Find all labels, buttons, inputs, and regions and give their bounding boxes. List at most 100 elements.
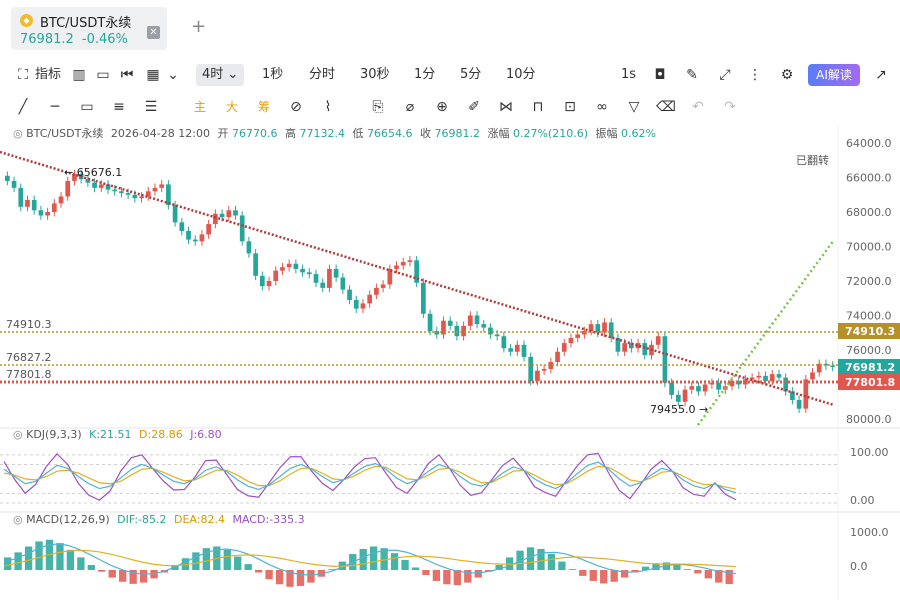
timeframe-selector[interactable]: 4时 ⌄ [196,64,245,86]
price-tag [838,374,900,390]
plus-icon[interactable]: + [191,16,207,37]
macd-histogram-bar [244,564,252,570]
price-tick-label: 74000.0 [846,310,892,323]
uptrend-line [696,239,836,426]
candle-body [662,336,668,383]
candle-body [595,324,601,333]
macd-histogram-bar [380,548,388,570]
candle-body [608,322,614,338]
eye-icon[interactable]: ◎ [13,428,23,441]
kdj-d-line [3,465,737,490]
macd-histogram-bar [411,567,420,570]
candle-body [98,184,104,188]
candle-body [421,282,426,314]
candle-body [521,344,527,357]
parallel-channel-icon[interactable]: ≡ [113,99,125,115]
more-icon[interactable]: ⋮ [748,67,762,83]
timeframe-tick[interactable]: 分时 [309,67,336,82]
timeframe-1s[interactable]: 1秒 [262,67,284,82]
timeframe-30s[interactable]: 30秒 [360,67,390,82]
macd-histogram-bar [610,570,618,582]
link-icon[interactable]: ∞ [596,99,608,115]
candle-body [454,325,460,337]
candle-body [561,343,567,352]
magic-brush-icon[interactable]: ✐ [468,99,480,115]
candle-body [347,289,352,300]
brush-icon[interactable]: ⌇ [324,99,332,115]
ohlc-open: 76770.6 [231,127,278,140]
timeframe-10m[interactable]: 10分 [506,67,536,82]
template-icon[interactable]: ▭ [96,67,110,83]
layout-icon[interactable]: ▥ [72,67,86,83]
candle-body [689,386,695,390]
macd-histogram-bar [77,557,85,570]
zoom-icon[interactable]: ⊕ [436,99,448,115]
macd-histogram-bar [14,552,22,570]
candle-body [622,343,627,352]
candle-body [816,363,822,373]
chevron-down-icon[interactable]: ⌄ [167,67,179,83]
realtime-button[interactable]: 1s [621,67,637,82]
ai-analysis-button[interactable]: AI解读 [808,64,860,86]
note-icon[interactable]: ⊡ [564,99,576,115]
candle-body [65,180,71,197]
candle-body [172,205,178,223]
expand-icon[interactable]: ⤢ [719,67,731,83]
trend-line-icon[interactable]: ╱ [18,99,28,115]
candle-body [293,263,299,269]
horizontal-line-icon[interactable]: ─ [50,99,60,115]
timeframe-1m[interactable]: 1分 [414,67,436,82]
magnet-icon[interactable]: ⋈ [499,99,513,115]
chip-button[interactable]: 筹 [257,100,270,114]
macd-dif: DIF:-85.2 [117,513,167,526]
indicator-icon[interactable]: ⛶ [18,67,28,83]
bookmark-icon[interactable]: ⎘ [372,99,384,115]
flipped-label: 已翻转 [796,154,829,167]
candle-body [31,199,37,211]
candle-body [769,374,775,382]
candle-body [702,384,708,392]
macd-histogram-bar [254,570,263,573]
macd-histogram-bar [390,553,399,570]
fibonacci-icon[interactable]: ☰ [144,99,158,115]
timeframe-5m[interactable]: 5分 [460,67,482,82]
eye-icon[interactable]: ◎ [13,513,23,526]
replay-icon[interactable]: ⏮ [120,67,134,83]
chart-type-icon[interactable]: ▦ [146,67,160,83]
share-icon[interactable]: ↗ [875,67,887,83]
candle-body [474,315,480,325]
candle-body [166,184,171,206]
macd-histogram-bar [66,549,75,570]
big-order-button[interactable]: 大 [225,100,238,114]
ohlc-close-label: 收 [419,127,431,140]
measure-icon[interactable]: ⊘ [290,99,302,115]
delete-icon[interactable]: ⌫ [656,99,676,115]
indicators-button[interactable]: 指标 [35,67,62,82]
candle-body [159,184,165,188]
candle-body [528,356,534,382]
lock-icon[interactable]: ⊓ [532,99,544,115]
rectangle-icon[interactable]: ▭ [80,99,94,115]
filter-icon[interactable]: ▽ [628,99,640,115]
macd-histogram-bar [359,549,367,570]
symbol-tab[interactable]: ◆ BTC/USDT永续 76981.2 -0.46% ✕ [11,7,167,50]
close-icon[interactable]: ✕ [147,26,160,39]
undo-icon[interactable]: ↶ [692,99,704,115]
candle-body [253,253,258,276]
eye-icon[interactable]: ◎ [13,127,23,140]
pen-icon[interactable]: ✎ [686,67,698,83]
redo-icon[interactable]: ↷ [724,99,736,115]
macd-histogram-bar [223,549,231,570]
candle-body [206,224,211,235]
camera-icon[interactable]: ◘ [654,67,666,83]
macd-dif-line [3,543,737,576]
kdj-j: J:6.80 [190,428,222,441]
candle-body [145,191,151,197]
ohlc-open-label: 开 [217,127,229,140]
tab-last-price: 76981.2 [20,32,74,47]
main-force-button[interactable]: 主 [193,100,206,114]
candle-body [353,299,359,309]
ruler-icon[interactable]: ⌀ [405,99,415,115]
settings-icon[interactable]: ⚙ [780,67,794,83]
